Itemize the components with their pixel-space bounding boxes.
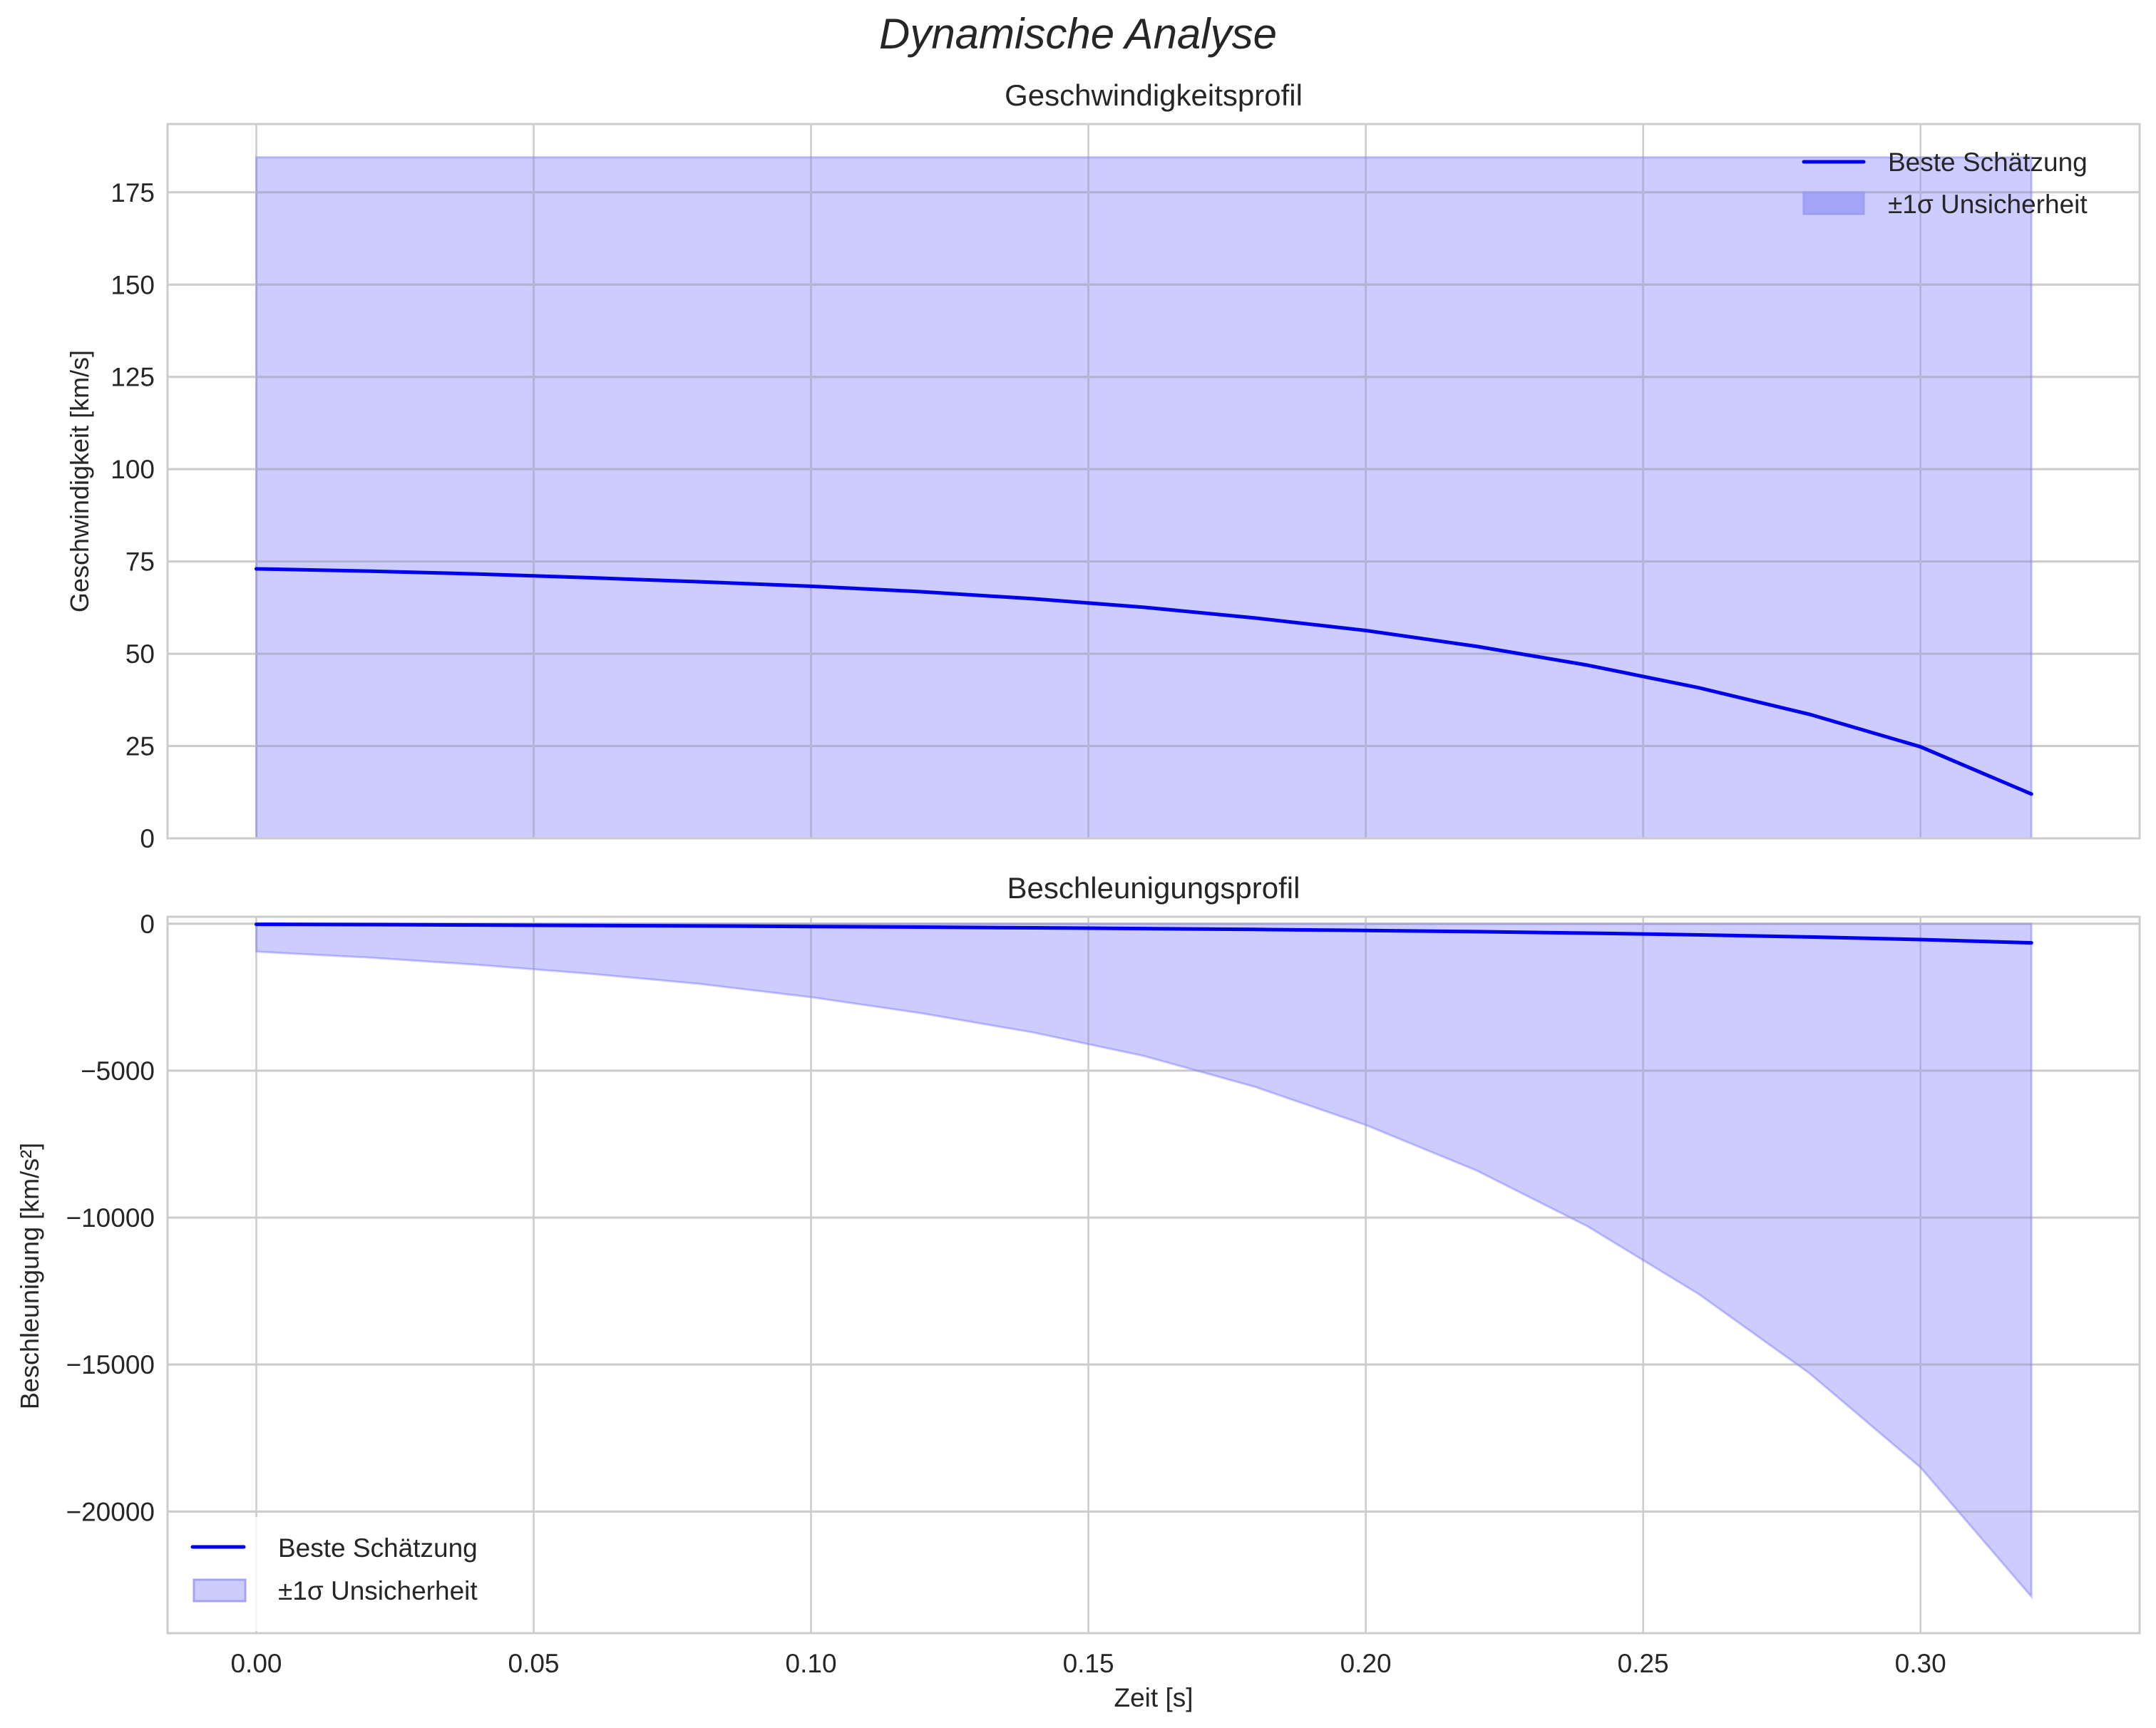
velocity-uncertainty-band bbox=[255, 156, 2033, 840]
best-estimate-line bbox=[254, 567, 2033, 796]
velocity-axes-frame bbox=[166, 123, 2141, 840]
legend-patch-swatch bbox=[192, 1578, 247, 1603]
y-tick-label: 125 bbox=[111, 363, 155, 392]
uncertainty-band-area bbox=[255, 922, 2033, 1600]
x-tick-label: 0.30 bbox=[1895, 1649, 1946, 1678]
y-tick-label: 150 bbox=[111, 270, 155, 299]
y-tick-label: 0 bbox=[140, 910, 155, 939]
acceleration-subplot: Beschleunigungsprofil Beste Schätzung ±1… bbox=[15, 871, 2141, 1712]
x-tick-label: 0.15 bbox=[1063, 1649, 1114, 1678]
y-tick-label: 25 bbox=[125, 732, 155, 761]
acceleration-axes-frame bbox=[166, 915, 2141, 1635]
legend-label-best-estimate: Beste Schätzung bbox=[1888, 148, 2088, 177]
y-tick-label: 75 bbox=[125, 547, 155, 577]
velocity-y-axis-label: Geschwindigkeit [km/s] bbox=[65, 350, 94, 612]
y-tick-label: 50 bbox=[125, 639, 155, 669]
x-axis-label: Zeit [s] bbox=[1114, 1683, 1193, 1712]
acceleration-subplot-title: Beschleunigungsprofil bbox=[1007, 871, 1300, 905]
legend-label-best-estimate: Beste Schätzung bbox=[278, 1533, 478, 1563]
x-tick-label: 0.10 bbox=[786, 1649, 837, 1678]
acceleration-legend: Beste Schätzung ±1σ Unsicherheit bbox=[175, 1517, 510, 1631]
y-tick-label: 175 bbox=[111, 178, 155, 207]
velocity-subplot-title: Geschwindigkeitsprofil bbox=[1005, 78, 1303, 112]
velocity-y-tick-labels: 0 25 50 75 100 125 150 175 bbox=[111, 178, 155, 853]
acceleration-y-axis-label: Beschleunigung [km/s²] bbox=[15, 1143, 44, 1409]
acceleration-grid-overlay bbox=[168, 917, 2140, 1633]
legend-patch-swatch bbox=[1802, 191, 1865, 215]
y-tick-label: −5000 bbox=[81, 1056, 155, 1086]
velocity-grid bbox=[168, 124, 2140, 840]
legend-label-uncertainty: ±1σ Unsicherheit bbox=[278, 1576, 478, 1605]
figure-title: Dynamische Analyse bbox=[879, 10, 1277, 58]
x-tick-label: 0.05 bbox=[508, 1649, 560, 1678]
uncertainty-band-area bbox=[255, 156, 2033, 840]
acceleration-best-estimate-line bbox=[254, 922, 2033, 945]
y-tick-label: −20000 bbox=[66, 1497, 155, 1526]
y-tick-label: 100 bbox=[111, 455, 155, 484]
x-tick-label: 0.25 bbox=[1618, 1649, 1669, 1678]
x-tick-labels: 0.00 0.05 0.10 0.15 0.20 0.25 0.30 bbox=[230, 1649, 1946, 1678]
acceleration-uncertainty-band bbox=[255, 922, 2033, 1600]
acceleration-y-tick-labels: 0 −5000 −10000 −15000 −20000 bbox=[66, 910, 155, 1527]
velocity-subplot: Geschwindigkeitsprofil 0 25 50 75 100 125 150 1… bbox=[65, 78, 2141, 853]
y-tick-label: −10000 bbox=[66, 1203, 155, 1233]
best-estimate-line bbox=[254, 922, 2033, 945]
legend-label-uncertainty: ±1σ Unsicherheit bbox=[1888, 190, 2088, 219]
velocity-best-estimate-line bbox=[254, 567, 2033, 796]
y-tick-label: −15000 bbox=[66, 1350, 155, 1379]
y-tick-label: 0 bbox=[140, 824, 155, 853]
x-tick-label: 0.20 bbox=[1340, 1649, 1392, 1678]
velocity-legend: Beste Schätzung ±1σ Unsicherheit bbox=[1802, 148, 2088, 219]
x-tick-label: 0.00 bbox=[230, 1649, 282, 1678]
legend-background bbox=[175, 1517, 510, 1631]
acceleration-grid bbox=[168, 917, 2140, 1633]
